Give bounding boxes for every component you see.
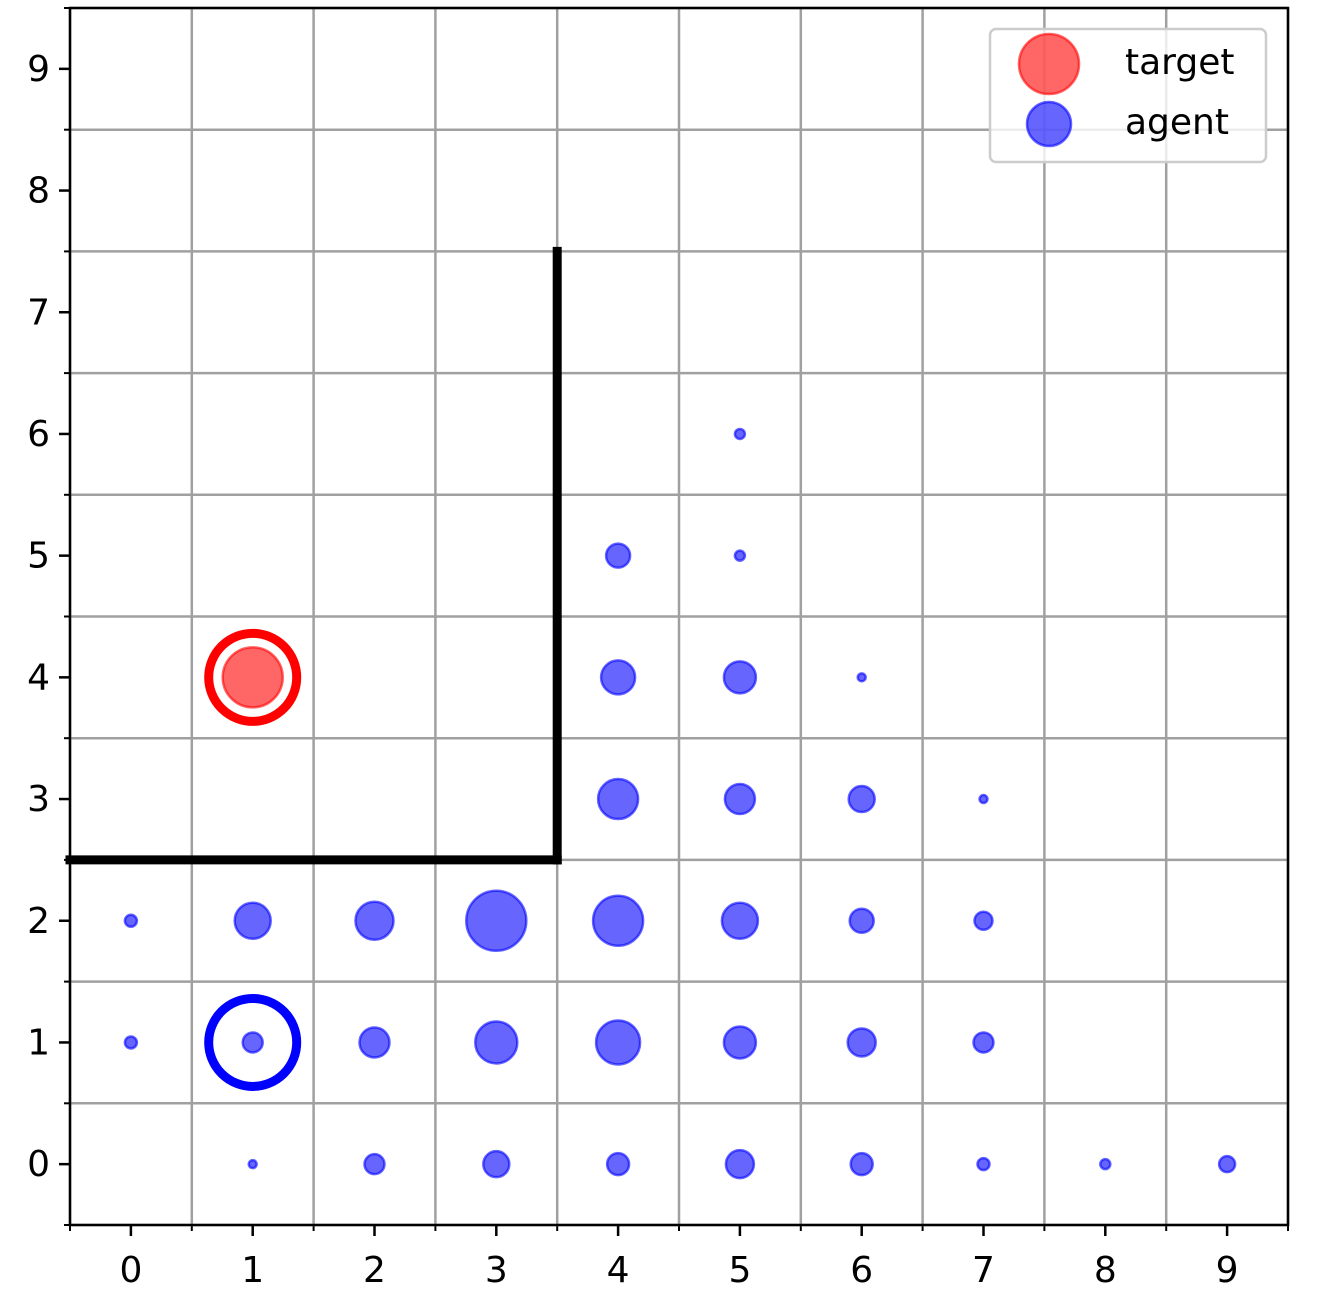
point — [123, 1035, 139, 1050]
point — [465, 889, 528, 952]
point — [604, 542, 632, 569]
legend-marker — [1017, 32, 1081, 96]
point — [972, 1031, 995, 1054]
point — [856, 672, 867, 683]
point — [978, 793, 989, 805]
point — [358, 1026, 391, 1059]
highlight-ring — [204, 628, 302, 726]
point — [221, 646, 284, 709]
point — [354, 900, 395, 941]
point — [976, 1156, 991, 1172]
point — [847, 784, 876, 814]
point — [594, 1019, 642, 1066]
plot-frame — [68, 6, 1290, 1227]
y-tick-label: 4 — [27, 657, 50, 698]
point — [591, 894, 645, 947]
point — [720, 901, 760, 940]
y-tick-label: 2 — [27, 901, 50, 942]
point — [596, 777, 640, 821]
legend-label: target — [1125, 42, 1234, 83]
x-tick-label: 8 — [1094, 1250, 1117, 1291]
point — [723, 782, 757, 816]
y-tick-label: 6 — [27, 414, 50, 455]
y-tick-label: 9 — [27, 49, 50, 90]
point — [846, 1027, 877, 1058]
y-tick-label: 8 — [27, 171, 50, 212]
x-tick-label: 6 — [850, 1250, 873, 1291]
y-tick-label: 3 — [27, 779, 50, 820]
x-tick-label: 4 — [607, 1250, 630, 1291]
x-tick-label: 1 — [241, 1250, 264, 1291]
y-tick-label: 5 — [27, 536, 50, 577]
point — [1099, 1157, 1112, 1171]
point — [605, 1151, 631, 1177]
point — [973, 910, 994, 931]
point — [848, 907, 875, 934]
point — [722, 660, 758, 695]
point — [363, 1152, 386, 1176]
y-tick-label: 0 — [27, 1144, 50, 1185]
point — [599, 659, 637, 696]
legend-marker — [1025, 100, 1073, 148]
highlight-ring — [204, 993, 302, 1091]
x-tick-label: 7 — [972, 1250, 995, 1291]
point — [849, 1151, 874, 1177]
x-tick-label: 0 — [119, 1250, 142, 1291]
point — [123, 913, 139, 928]
point — [482, 1149, 511, 1179]
x-tick-label: 5 — [728, 1250, 751, 1291]
point — [724, 1148, 756, 1180]
point — [474, 1020, 519, 1065]
legend-label: agent — [1125, 102, 1229, 143]
y-tick-label: 1 — [27, 1022, 50, 1063]
point — [241, 1031, 264, 1054]
y-tick-label: 7 — [27, 292, 50, 333]
point — [722, 1025, 758, 1060]
point — [233, 901, 272, 940]
x-tick-label: 9 — [1216, 1250, 1239, 1291]
point — [1217, 1154, 1237, 1174]
point — [733, 427, 747, 441]
x-tick-label: 2 — [363, 1250, 386, 1291]
point — [733, 549, 747, 562]
x-tick-label: 3 — [485, 1250, 508, 1291]
point — [247, 1158, 258, 1170]
